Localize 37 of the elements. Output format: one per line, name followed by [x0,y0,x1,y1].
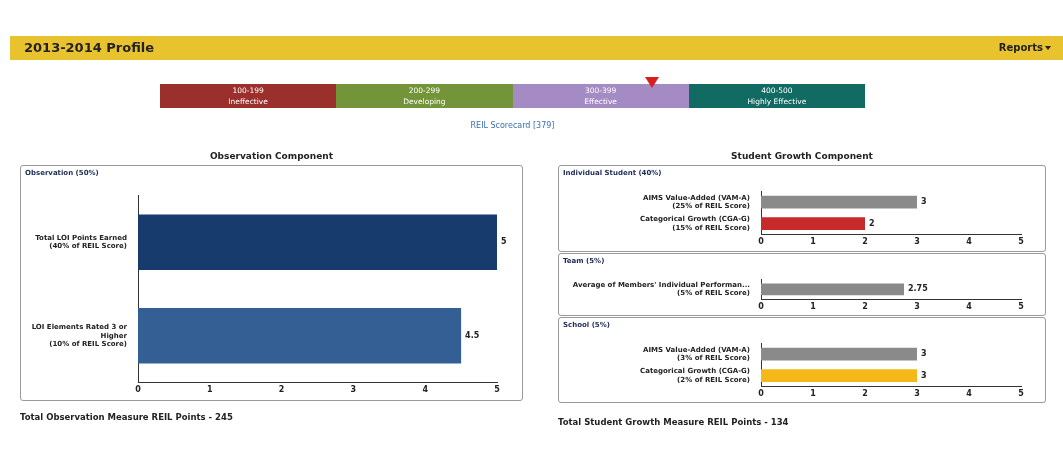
data-label: 3 [921,349,927,359]
x-tick-label: 1 [810,389,817,399]
data-label: 2 [869,218,875,228]
x-tick-label: 5 [1018,237,1025,247]
x-tick-label: 3 [350,385,357,395]
text: Total Student Growth Measure REIL Points - 134 [558,417,789,427]
chart-title: Student Growth Component [730,151,874,161]
x-tick-label: 2 [278,385,285,395]
x-tick-label: 2 [862,302,868,312]
x-tick-label: 3 [914,389,920,399]
x-tick-label: 2 [862,237,868,247]
text: Total Observation Measure REIL Points - 245 [20,412,233,422]
x-tick-label: 0 [135,385,142,395]
x-tick-label: 5 [1018,302,1025,312]
data-label: 3 [921,197,927,207]
data-label: 3 [921,370,927,380]
x-tick-label: 3 [914,237,920,247]
x-tick-label: 5 [1018,389,1025,399]
x-tick-label: 4 [422,385,429,395]
x-tick-label: 1 [207,385,214,395]
data-label: 2.75 [908,284,929,294]
x-tick-label: 3 [914,302,920,312]
x-tick-label: 1 [810,237,817,247]
x-tick-label: 4 [966,302,973,312]
x-tick-label: 4 [966,237,973,247]
x-tick-label: 1 [810,302,817,312]
text: Reports [998,42,1043,53]
x-tick-label: 2 [862,389,868,399]
data-label: 4.5 [465,330,480,340]
text: REIL Scorecard [379] [469,121,556,130]
chart-title: Observation Component [208,151,335,161]
x-tick-label: 0 [758,237,765,247]
x-tick-label: 0 [758,302,765,312]
x-tick-label: 5 [494,385,501,395]
x-tick-label: 4 [966,389,973,399]
x-tick-label: 0 [758,389,765,399]
text: 2013-2014 Profile [24,40,155,55]
